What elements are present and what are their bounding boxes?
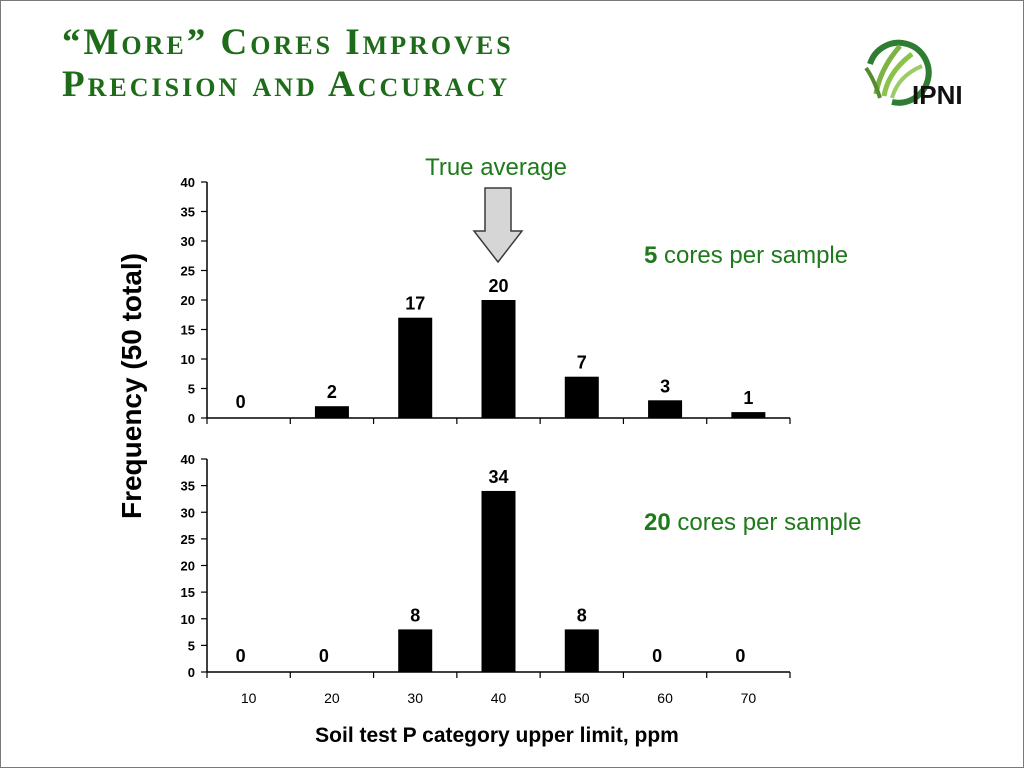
y-tick-label: 20 [181,559,195,574]
true-average-label: True average [425,154,567,181]
bar [398,317,433,418]
y-tick-label: 5 [188,638,195,653]
bar-value-label: 0 [236,392,246,412]
ipni-logo: IPNI [864,39,963,110]
bar-value-label: 20 [488,276,508,296]
bar [564,629,599,672]
bar-value-label: 0 [236,646,246,666]
x-tick-label: 10 [241,690,257,706]
bar-value-label: 2 [327,382,337,402]
y-tick-label: 10 [181,612,195,627]
panel-2-cores-text: cores per sample [670,509,862,536]
bar [731,412,766,418]
y-tick-label: 25 [181,264,195,279]
logo-text: IPNI [912,80,963,110]
true-average-arrow-icon [472,187,524,264]
x-tick-label: 40 [491,690,507,706]
bar-value-label: 0 [319,646,329,666]
bar [314,406,349,418]
bar-value-label: 7 [577,353,587,373]
y-tick-label: 25 [181,532,195,547]
bar-value-label: 8 [410,605,420,625]
y-tick-label: 0 [188,665,195,680]
x-axis-label: Soil test P category upper limit, ppm [315,724,679,747]
x-tick-label: 70 [741,690,757,706]
title-line-1: “More” Cores Improves [62,22,514,63]
y-tick-label: 40 [181,175,195,190]
x-tick-label: 50 [574,690,590,706]
bar-value-label: 17 [405,294,425,314]
bar-value-label: 3 [660,376,670,396]
y-tick-label: 30 [181,505,195,520]
bar [564,376,599,418]
x-tick-label: 20 [324,690,340,706]
y-tick-label: 35 [181,205,195,220]
y-tick-label: 35 [181,479,195,494]
y-tick-label: 20 [181,293,195,308]
bar-value-label: 8 [577,605,587,625]
panel-2-label: 20 cores per sample [644,509,861,537]
y-tick-label: 30 [181,234,195,249]
y-axis-label: Frequency (50 total) [116,252,147,520]
bar-value-label: 1 [743,388,753,408]
y-tick-label: 0 [188,411,195,426]
bar-value-label: 34 [488,467,508,487]
panel-2-cores-number: 20 [644,509,671,536]
bar [481,300,516,418]
panel-1-label: 5 cores per sample [644,242,848,270]
panel-1-cores-number: 5 [644,242,658,269]
bar-value-label: 0 [735,646,745,666]
y-tick-label: 40 [181,452,195,467]
y-tick-label: 15 [181,323,195,338]
bar-value-label: 0 [652,646,662,666]
y-tick-label: 10 [181,352,195,367]
y-tick-label: 15 [181,585,195,600]
slide-title: “More” Cores Improves Precision and Accu… [62,22,514,106]
y-tick-label: 5 [188,382,195,397]
panel-1-cores-text: cores per sample [657,242,849,269]
bar [648,400,683,418]
bar [398,629,433,672]
x-tick-label: 60 [657,690,673,706]
bar [481,490,516,672]
title-line-2: Precision and Accuracy [62,64,511,105]
x-tick-label: 30 [407,690,423,706]
